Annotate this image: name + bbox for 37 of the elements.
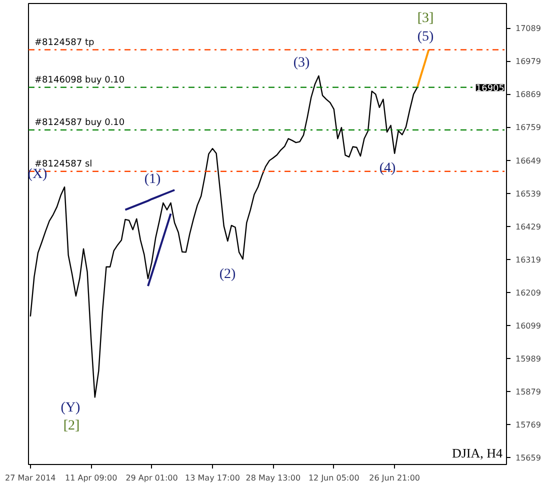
y-tick-label: 16539 [516,189,541,198]
annotation: [3] [417,10,434,26]
y-tick-label: 15769 [516,420,541,430]
y-tick-label: 16099 [516,321,541,330]
y-tick-label: 15989 [516,354,541,364]
annotation: (3) [293,55,310,70]
y-tick-label: 15879 [516,388,541,397]
x-tick-label: 12 Jun 05:00 [308,474,360,482]
y-tick-label: 16319 [516,255,541,264]
y-tick-label: 17089 [516,24,541,34]
x-tick-label: 27 Mar 2014 [5,474,56,482]
annotation: (4) [379,161,396,176]
annotation: (2) [219,267,236,282]
y-tick-label: 15659 [516,454,541,463]
y-tick-label: 16209 [516,288,541,298]
x-tick-label: 28 May 13:00 [246,474,301,482]
x-tick-label: 29 Apr 01:00 [126,474,178,482]
annotation: DJIA, H4 [452,446,503,460]
x-tick-label: 13 May 17:00 [185,474,240,482]
x-tick-label: 11 Apr 09:00 [65,474,118,482]
ref-line-label: #8124587 tp [34,38,95,48]
annotation: [2] [63,418,80,434]
y-tick-label: 16649 [516,156,541,166]
ref-line-label: #8146098 buy 0.10 [34,75,125,86]
line-series [147,212,172,288]
line-series [124,189,176,211]
ref-line-label: #8124587 sl [34,159,92,170]
x-tick-label: 26 Jun 21:00 [369,474,420,482]
y-tick-label: 16759 [516,123,541,132]
annotation: (Y) [60,400,81,416]
y-tick-label: 16979 [516,57,541,66]
line-series [416,48,430,88]
annotation: (5) [417,30,434,45]
y-tick-label: 16429 [516,222,541,232]
ref-line-label: #8124587 buy 0.10 [34,118,125,128]
y-tick-label: 16869 [516,90,541,100]
annotation: (1) [144,172,161,188]
